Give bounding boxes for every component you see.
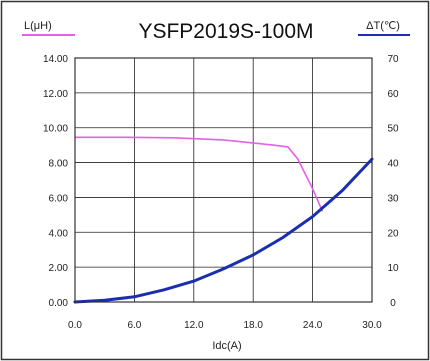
x-axis-label: Idc(A) bbox=[212, 340, 241, 352]
x-tick-label: 6.0 bbox=[127, 320, 141, 331]
x-tick-labels: 0.0 6.0 12.0 18.0 24.0 30.0 bbox=[68, 320, 382, 331]
left-tick-labels: 0.00 2.00 4.00 6.00 8.00 10.00 12.00 14.00 bbox=[43, 54, 68, 309]
right-tick-label: 60 bbox=[387, 89, 399, 100]
inductance-series-line bbox=[75, 136, 324, 212]
right-tick-label: 0 bbox=[390, 298, 396, 309]
x-tick-label: 30.0 bbox=[362, 320, 382, 331]
left-tick-label: 8.00 bbox=[49, 159, 69, 170]
right-tick-label: 10 bbox=[387, 263, 399, 274]
left-axis-unit: L(μH) bbox=[24, 20, 52, 32]
right-tick-label: 70 bbox=[387, 54, 399, 65]
left-tick-label: 6.00 bbox=[49, 193, 69, 204]
left-tick-label: 14.00 bbox=[43, 54, 68, 65]
x-tick-label: 12.0 bbox=[184, 320, 204, 331]
x-tick-label: 18.0 bbox=[243, 320, 263, 331]
x-tick-label: 24.0 bbox=[303, 320, 323, 331]
temperature-series-line bbox=[73, 157, 374, 304]
left-tick-label: 10.00 bbox=[43, 124, 68, 135]
right-tick-label: 50 bbox=[387, 124, 399, 135]
right-axis-unit: ΔT(℃) bbox=[366, 20, 400, 32]
left-tick-label: 12.00 bbox=[43, 89, 68, 100]
right-tick-labels: 0 10 20 30 40 50 60 70 bbox=[387, 54, 399, 309]
chart-title: YSFP2019S-100M bbox=[138, 20, 313, 43]
left-tick-label: 4.00 bbox=[49, 228, 69, 239]
grid bbox=[75, 58, 372, 302]
x-tick-label: 0.0 bbox=[68, 320, 82, 331]
plot-area-frame bbox=[74, 57, 373, 303]
right-tick-label: 30 bbox=[387, 193, 399, 204]
left-tick-label: 2.00 bbox=[49, 263, 69, 274]
right-tick-label: 20 bbox=[387, 228, 399, 239]
left-tick-label: 0.00 bbox=[49, 298, 69, 309]
right-tick-label: 40 bbox=[387, 159, 399, 170]
